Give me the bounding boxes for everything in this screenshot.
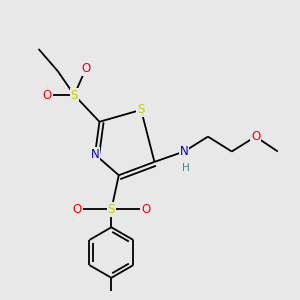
Text: O: O (73, 203, 82, 216)
Text: O: O (82, 62, 91, 75)
Text: O: O (251, 130, 260, 143)
Text: H: H (182, 163, 190, 173)
Text: S: S (137, 103, 145, 116)
Text: O: O (43, 88, 52, 101)
Text: S: S (70, 88, 78, 101)
Text: N: N (91, 148, 99, 161)
Text: O: O (141, 203, 150, 216)
Text: N: N (180, 145, 189, 158)
Text: S: S (108, 203, 115, 216)
